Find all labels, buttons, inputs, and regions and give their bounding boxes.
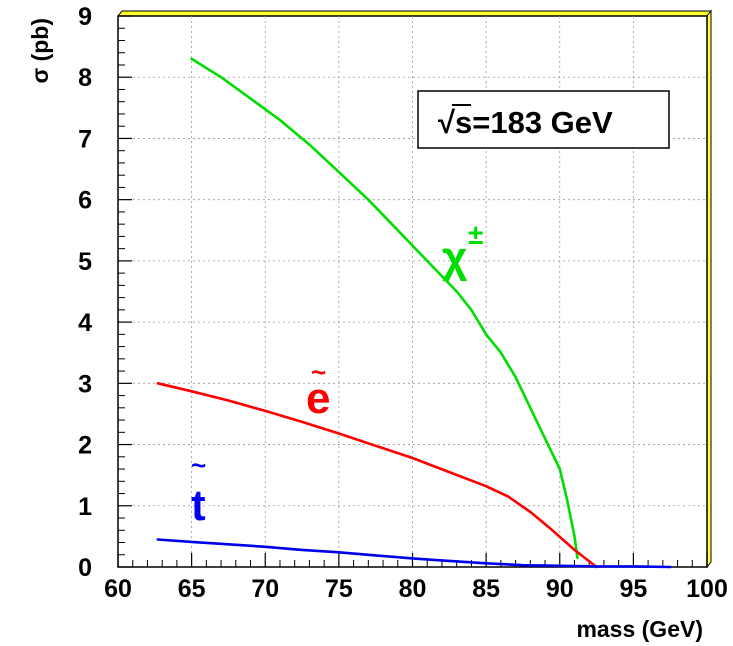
curves	[156, 57, 672, 569]
x-tick-label: 80	[399, 575, 427, 603]
selectron-label-symbol: e	[306, 374, 330, 423]
x-tick-label: 95	[619, 575, 647, 603]
x-tick-label: 75	[325, 575, 353, 603]
selectron-label-tilde: ~	[311, 357, 326, 387]
chargino-label-sup: ±	[468, 219, 483, 250]
y-tick-label: 7	[78, 125, 92, 153]
stop-label-symbol: t	[191, 481, 206, 530]
x-tick-label: 100	[686, 575, 728, 603]
y-tick-label: 3	[78, 370, 92, 398]
energy-annotation: √ s=183 GeV	[417, 90, 670, 149]
stop-curve	[156, 538, 672, 569]
stop-label: ~ t	[191, 450, 206, 530]
sqrt-sign: √	[438, 105, 456, 140]
stop-label-tilde: ~	[191, 450, 206, 480]
x-tick-label: 90	[546, 575, 574, 603]
axis-ticks	[117, 15, 708, 568]
chargino-curve	[190, 57, 579, 560]
chargino-label: χ ±	[442, 219, 483, 282]
y-tick-label: 9	[78, 3, 92, 31]
y-tick-label: 6	[78, 187, 92, 215]
y-tick-label: 1	[78, 493, 92, 521]
y-tick-label: 5	[78, 248, 92, 276]
chargino-label-symbol: χ	[442, 233, 468, 282]
y-tick-label: 0	[78, 554, 92, 582]
selectron-label: ~ e	[306, 357, 330, 423]
y-axis-title: σ (pb)	[27, 18, 53, 84]
selectron-curve	[156, 382, 598, 569]
y-tick-label: 4	[78, 309, 92, 337]
y-tick-label: 8	[78, 64, 92, 92]
energy-annotation-box	[417, 90, 670, 149]
x-tick-label: 60	[104, 575, 132, 603]
tick-labels: 60 65 70 75 80 85 90 95 100 0 1 2 3 4 5 6 7 8 9	[78, 3, 728, 603]
x-axis-title: mass (GeV)	[576, 616, 703, 642]
energy-annotation-text: s=183 GeV	[455, 105, 613, 140]
x-tick-label: 85	[472, 575, 500, 603]
y-tick-label: 2	[78, 432, 92, 460]
x-tick-label: 70	[251, 575, 279, 603]
x-tick-label: 65	[178, 575, 206, 603]
